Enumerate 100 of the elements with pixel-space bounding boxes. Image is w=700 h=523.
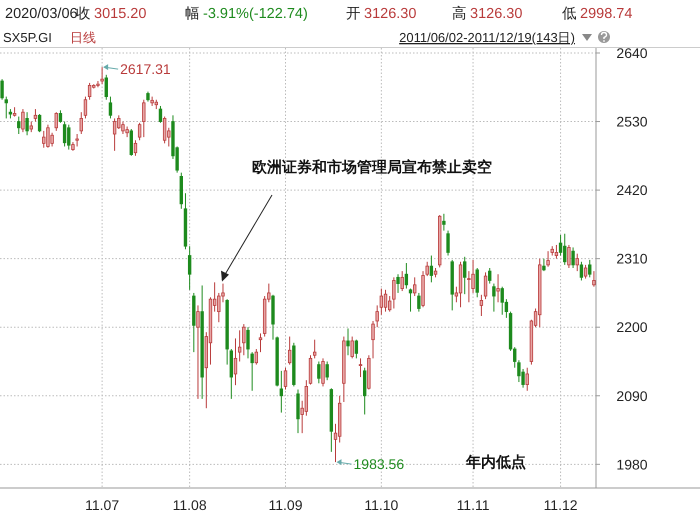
candlestick	[62, 121, 66, 147]
candlestick	[550, 246, 554, 256]
candlestick	[517, 360, 521, 383]
candlestick	[584, 264, 588, 280]
y-tick-label: 1980	[616, 456, 648, 472]
text: SX5P.GI	[3, 30, 52, 45]
annotation: 2617.31	[120, 61, 171, 78]
candlestick	[388, 296, 392, 312]
candlestick	[476, 268, 479, 298]
text: 开 3126.30	[346, 6, 416, 22]
text: 日线	[70, 30, 96, 45]
candlestick	[88, 82, 92, 100]
candlestick	[488, 268, 492, 284]
candlestick	[396, 274, 400, 294]
candlestick	[104, 74, 108, 100]
candlestick	[130, 128, 133, 156]
candlestick	[46, 124, 50, 148]
candlestick	[380, 288, 384, 316]
candlestick	[346, 328, 350, 356]
candlestick	[354, 339, 358, 359]
candlestick	[12, 106, 16, 118]
candlestick	[392, 276, 396, 310]
x-tick-label: 11.10	[364, 497, 399, 513]
candlestick	[4, 96, 8, 119]
candlestick	[442, 213, 446, 232]
candlestick	[417, 292, 421, 312]
candlestick	[154, 99, 158, 110]
y-tick-label: 2090	[616, 388, 648, 404]
candlestick	[121, 121, 125, 135]
candlestick	[246, 326, 250, 359]
candlestick	[542, 258, 546, 272]
candlestick	[112, 118, 116, 152]
x-tick-label: 11.09	[268, 497, 303, 513]
candlestick	[188, 246, 192, 290]
candlestick	[563, 233, 566, 266]
candlestick	[576, 253, 579, 272]
candlestick	[371, 320, 375, 359]
x-tick-label: 11.12	[544, 497, 578, 513]
candlestick	[238, 330, 242, 362]
candlestick	[150, 96, 154, 106]
text: 低 2998.74	[562, 6, 632, 22]
candlestick	[288, 336, 292, 366]
candlestick	[280, 370, 284, 414]
text: 幅 -3.91%(-122.74)	[185, 5, 308, 22]
candlestick	[75, 134, 79, 147]
candlestick	[426, 261, 429, 277]
text: 2020/03/06	[5, 6, 78, 22]
candlestick	[38, 114, 42, 133]
candlestick	[42, 130, 46, 148]
candlestick	[546, 250, 550, 268]
candlestick	[463, 256, 466, 295]
candlestick	[484, 272, 488, 300]
annotation: 欧洲证券和市场管理局宣布禁止卖空	[252, 158, 492, 176]
candlestick	[67, 124, 70, 150]
candlestick	[400, 270, 404, 292]
y-tick-label: 2530	[616, 114, 648, 130]
annotation: 年内低点	[465, 453, 526, 471]
candlestick	[34, 108, 38, 122]
candlestick	[162, 116, 166, 144]
candlestick	[242, 324, 246, 356]
candlestick	[408, 288, 412, 312]
text: 2011/06/02-2011/12/19(143日)	[399, 30, 575, 45]
candlestick	[467, 270, 471, 303]
candlestick	[30, 121, 33, 133]
y-tick-label: 2200	[616, 319, 648, 336]
candlestick	[554, 244, 558, 260]
candlestick	[54, 112, 58, 132]
candlestick	[312, 339, 316, 359]
candlestick	[21, 108, 25, 133]
x-tick-label: 11.11	[456, 497, 490, 513]
annotation: 1983.56	[354, 456, 404, 472]
candlestick	[350, 336, 354, 359]
candlestick	[217, 292, 221, 323]
candlestick	[592, 270, 596, 288]
candlestick	[404, 262, 408, 290]
candlestick	[480, 294, 484, 316]
candlestick	[0, 78, 4, 100]
candlestick	[250, 352, 254, 392]
candlestick	[17, 116, 20, 135]
y-tick-label: 2420	[616, 182, 648, 198]
candlestick	[358, 358, 362, 378]
candlestick	[588, 259, 592, 278]
candlestick	[25, 112, 29, 136]
candlestick	[234, 338, 238, 386]
candlestick	[430, 255, 434, 283]
candlestick	[142, 99, 146, 138]
candlestick	[146, 91, 150, 102]
candlestick	[446, 230, 450, 256]
candlestick	[492, 283, 496, 312]
candlestick	[526, 367, 529, 392]
candlestick	[500, 286, 504, 316]
y-tick-label: 2310	[616, 250, 648, 267]
candlestick	[580, 261, 584, 281]
candlestick	[125, 126, 129, 138]
candlestick	[254, 348, 258, 366]
candlestick	[196, 304, 200, 400]
candlestick	[567, 244, 571, 268]
candlestick	[284, 367, 288, 390]
candlestick	[158, 105, 162, 124]
candlestick	[138, 122, 142, 141]
